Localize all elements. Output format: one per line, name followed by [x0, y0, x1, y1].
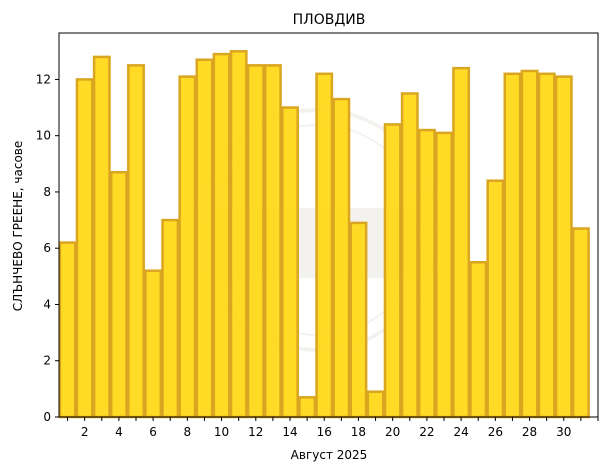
y-tick-label: 0 [43, 410, 51, 424]
x-tick-label: 28 [522, 425, 537, 439]
y-tick-label: 6 [43, 241, 51, 255]
x-tick-label: 6 [149, 425, 157, 439]
x-axis-ticks: 2 4 6 8 10 12 14 16 18 20 22 24 26 28 30 [67, 417, 599, 439]
y-tick-label: 10 [36, 129, 51, 143]
y-tick-label: 8 [43, 185, 51, 199]
bar-day-18 [349, 221, 368, 419]
bar-day-4 [109, 171, 128, 419]
axes-frame [58, 32, 599, 418]
bar-day-28 [520, 69, 539, 419]
y-tick-label: 12 [36, 72, 51, 86]
y-tick-label: 2 [43, 354, 51, 368]
bar-day-1 [58, 241, 77, 419]
x-axis-label: Август 2025 [291, 448, 368, 462]
chart-title: ПЛОВДИВ [293, 12, 366, 28]
x-tick-label: 30 [556, 425, 571, 439]
bar-day-19 [366, 390, 385, 419]
bar-day-21 [400, 92, 419, 419]
x-tick-label: 22 [419, 425, 434, 439]
x-tick-label: 10 [214, 425, 229, 439]
x-tick-label: 2 [81, 425, 89, 439]
x-tick-label: 4 [115, 425, 123, 439]
x-tick-label: 24 [453, 425, 468, 439]
bar-day-24 [452, 66, 471, 419]
bar-day-12 [246, 64, 265, 419]
y-axis-label: СЛЪНЧЕВО ГРЕЕНЕ, часове [11, 141, 25, 312]
y-tick-label: 4 [43, 297, 51, 311]
bar-day-23 [435, 131, 453, 419]
bar-day-9 [195, 58, 214, 419]
x-tick-label: 14 [282, 425, 297, 439]
bar-day-31 [571, 227, 590, 419]
bar-day-22 [417, 128, 436, 419]
x-tick-label: 26 [488, 425, 503, 439]
bar-day-3 [92, 55, 111, 419]
bar-day-30 [554, 75, 573, 419]
bar-day-2 [75, 78, 94, 419]
x-tick-label: 18 [351, 425, 366, 439]
bar-day-26 [486, 179, 505, 419]
bars-group [58, 50, 590, 419]
bar-day-15 [298, 396, 317, 419]
bar-day-5 [127, 64, 145, 419]
bar-day-25 [469, 261, 488, 419]
bar-day-11 [229, 50, 248, 419]
bar-day-16 [315, 72, 334, 419]
bar-day-13 [263, 64, 282, 419]
bar-day-6 [144, 269, 163, 419]
x-tick-label: 8 [184, 425, 192, 439]
x-tick-label: 16 [317, 425, 332, 439]
x-tick-label: 20 [385, 425, 400, 439]
bar-day-17 [332, 97, 351, 419]
x-tick-label: 12 [248, 425, 263, 439]
bar-day-27 [503, 72, 522, 419]
bar-day-29 [537, 72, 556, 419]
bar-day-7 [161, 218, 180, 419]
bar-day-20 [383, 123, 402, 419]
y-axis-ticks: 0 2 4 6 8 10 12 [36, 72, 59, 424]
bar-day-8 [178, 75, 197, 419]
bar-day-10 [212, 52, 231, 419]
bar-day-14 [281, 106, 299, 419]
